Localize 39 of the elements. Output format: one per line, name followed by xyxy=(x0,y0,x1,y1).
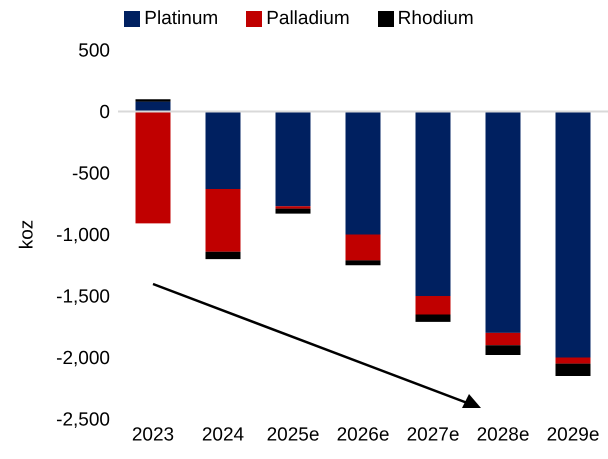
bar xyxy=(556,112,590,358)
x-tick-label: 2028e xyxy=(476,424,530,446)
y-tick-label: 0 xyxy=(99,102,110,124)
bar xyxy=(416,112,450,296)
legend-label: Rhodium xyxy=(398,8,474,29)
bar xyxy=(136,99,170,102)
bar xyxy=(346,112,380,234)
bar xyxy=(346,260,380,266)
y-tick-label: 500 xyxy=(78,40,110,62)
bar xyxy=(556,358,590,364)
bar xyxy=(486,332,520,346)
bar xyxy=(136,112,170,224)
bar xyxy=(276,206,310,209)
x-tick-label: 2025e xyxy=(266,424,320,446)
bar xyxy=(556,364,590,376)
bar xyxy=(276,208,310,214)
y-tick-label: -2,000 xyxy=(56,348,110,370)
y-tick-label: -2,500 xyxy=(56,410,110,431)
y-axis-title: koz xyxy=(16,220,38,250)
bar xyxy=(416,314,450,322)
y-tick-label: -500 xyxy=(72,164,110,185)
bar xyxy=(136,102,170,112)
x-tick-label: 2023 xyxy=(132,424,174,446)
y-tick-label: -1,500 xyxy=(56,286,110,308)
x-tick-label: 2027e xyxy=(406,424,460,446)
bar xyxy=(416,296,450,314)
bar xyxy=(276,112,310,206)
x-tick-label: 2024 xyxy=(202,424,245,446)
bar xyxy=(206,252,240,260)
legend-label: Platinum xyxy=(144,8,218,29)
bar xyxy=(346,234,380,260)
x-tick-label: 2029e xyxy=(546,424,600,446)
bar xyxy=(486,112,520,333)
bar xyxy=(486,345,520,356)
x-tick-label: 2026e xyxy=(336,424,390,446)
bar xyxy=(206,188,240,252)
y-tick-label: -1,000 xyxy=(56,225,110,246)
legend-label: Palladium xyxy=(266,8,350,29)
bar xyxy=(206,112,240,189)
